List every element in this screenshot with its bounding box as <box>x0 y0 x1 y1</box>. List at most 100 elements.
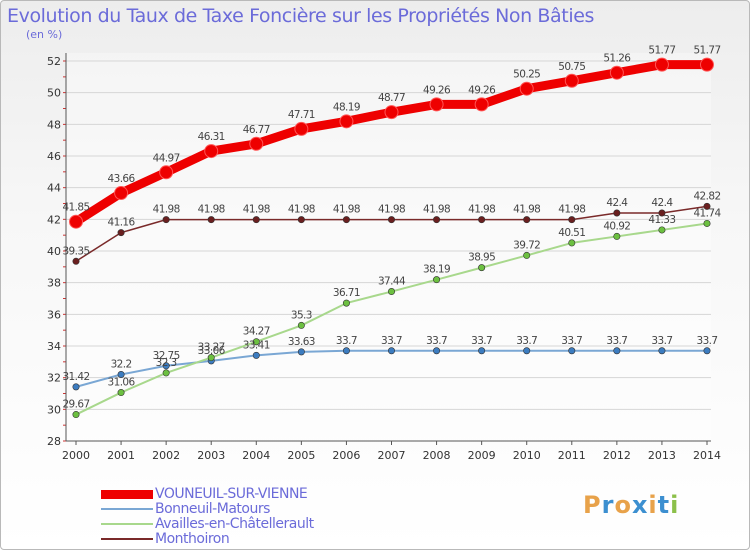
data-point <box>658 209 666 217</box>
x-tick-label: 2013 <box>648 449 676 462</box>
data-point <box>613 209 621 217</box>
data-point <box>387 288 395 296</box>
data-label: 32.75 <box>153 350 180 362</box>
data-label: 41.98 <box>153 204 180 216</box>
legend-swatch <box>101 538 153 540</box>
y-tick-label: 44 <box>47 182 61 195</box>
data-point <box>478 347 486 355</box>
y-tick-label: 46 <box>47 150 61 163</box>
data-point <box>252 351 260 359</box>
data-label: 33.7 <box>426 335 447 347</box>
data-point <box>117 370 125 378</box>
y-tick-label: 40 <box>47 245 61 258</box>
data-point <box>654 57 669 72</box>
data-point <box>72 411 80 419</box>
y-tick-label: 30 <box>47 403 61 416</box>
data-point <box>474 97 489 112</box>
data-label: 41.98 <box>288 204 315 216</box>
data-label: 33.7 <box>336 335 357 347</box>
y-tick-label: 28 <box>47 435 61 448</box>
data-point <box>478 264 486 272</box>
brand-letter: i <box>648 491 658 519</box>
data-label: 33.7 <box>606 335 627 347</box>
data-point <box>342 347 350 355</box>
data-label: 33.7 <box>471 335 492 347</box>
x-tick-label: 2009 <box>468 449 496 462</box>
y-tick-label: 38 <box>47 277 61 290</box>
data-label: 34.27 <box>243 326 270 338</box>
data-label: 46.77 <box>243 124 270 136</box>
data-point <box>433 347 441 355</box>
data-label: 31.06 <box>108 377 136 389</box>
x-tick-label: 2012 <box>603 449 631 462</box>
legend-swatch <box>101 523 153 525</box>
data-label: 41.74 <box>693 207 721 219</box>
data-labels: 41.85 43.66 44.97 46.31 46.77 47.71 48.19 48.77… <box>62 45 722 411</box>
data-point <box>568 216 576 224</box>
data-point <box>159 165 174 180</box>
brand-letter: r <box>601 491 615 519</box>
y-tick-label: 52 <box>47 55 61 68</box>
y-tick-label: 48 <box>47 118 61 131</box>
chart-title: Evolution du Taux de Taxe Foncière sur l… <box>7 5 595 27</box>
data-label: 49.26 <box>468 84 496 96</box>
data-label: 51.77 <box>648 45 675 57</box>
brand-letter: i <box>670 491 680 519</box>
x-tick-label: 2001 <box>107 449 135 462</box>
brand-letter: P <box>583 491 602 519</box>
data-label: 41.33 <box>648 214 675 226</box>
data-point <box>294 121 309 136</box>
data-label: 42.4 <box>606 197 628 209</box>
data-point <box>204 144 219 159</box>
data-label: 50.75 <box>558 61 585 73</box>
y-tick-label: 36 <box>47 308 61 321</box>
data-label: 44.97 <box>153 152 180 164</box>
data-label: 40.51 <box>558 227 585 239</box>
data-label: 46.31 <box>198 131 225 143</box>
data-point <box>700 57 714 72</box>
legend-label: Availles-en-Châtellerault <box>155 516 314 532</box>
x-tick-label: 2004 <box>242 449 270 462</box>
x-tick-label: 2000 <box>62 449 90 462</box>
data-point <box>72 257 80 265</box>
data-point <box>297 216 305 224</box>
data-label: 41.98 <box>198 204 225 216</box>
axes: 28 30 32 34 36 38 40 42 44 46 48 50 52 2000 2001 2002 20… <box>47 53 721 462</box>
data-point <box>207 354 215 362</box>
data-point <box>478 216 486 224</box>
data-point <box>384 105 399 120</box>
data-point <box>658 226 666 234</box>
data-label: 51.26 <box>603 53 631 65</box>
legend-label: VOUNEUIL-SUR-VIENNE <box>155 486 308 502</box>
x-tick-label: 2007 <box>378 449 406 462</box>
data-point <box>613 347 621 355</box>
data-point <box>252 338 260 346</box>
data-label: 39.72 <box>513 239 540 251</box>
data-point <box>339 114 354 129</box>
data-label: 41.85 <box>62 202 89 214</box>
legend-swatch <box>101 508 153 510</box>
data-label: 41.98 <box>423 204 450 216</box>
data-point <box>523 347 531 355</box>
legend-swatch <box>101 489 153 499</box>
data-label: 31.42 <box>62 371 89 383</box>
data-label: 41.98 <box>468 204 495 216</box>
data-point <box>703 347 711 355</box>
data-label: 41.98 <box>378 204 405 216</box>
data-label: 43.66 <box>108 173 136 185</box>
x-tick-label: 2003 <box>197 449 225 462</box>
data-point <box>117 389 125 397</box>
data-point <box>387 216 395 224</box>
x-tick-label: 2002 <box>152 449 180 462</box>
data-point <box>564 73 579 88</box>
data-point <box>117 229 125 237</box>
data-point <box>252 216 260 224</box>
data-label: 40.92 <box>603 220 630 232</box>
data-label: 33.7 <box>516 335 537 347</box>
y-tick-label: 32 <box>47 372 61 385</box>
data-point <box>703 202 711 210</box>
data-point <box>387 347 395 355</box>
data-label: 32.2 <box>111 359 132 371</box>
